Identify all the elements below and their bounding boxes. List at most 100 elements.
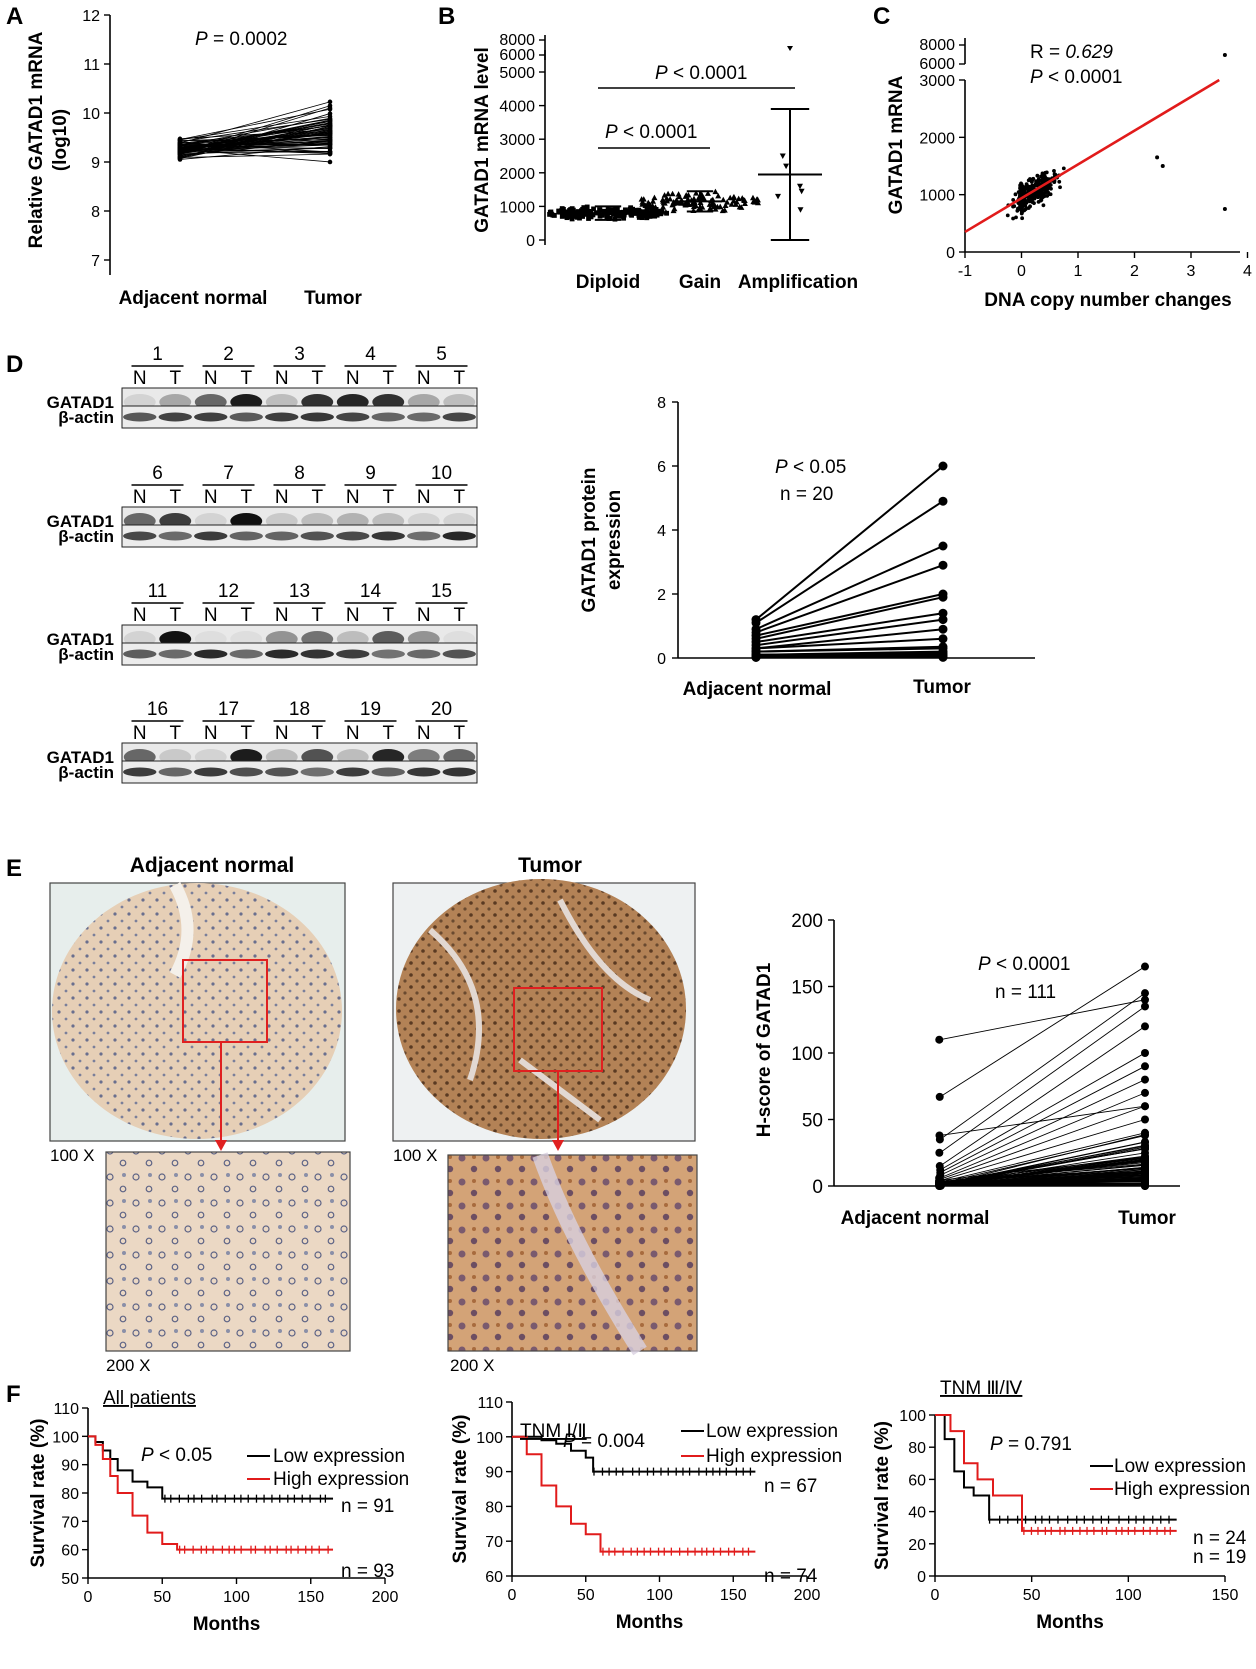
tick-label: 0	[917, 1569, 926, 1586]
tumor-point	[327, 117, 333, 123]
gain-point	[710, 201, 717, 208]
paired-line	[939, 1182, 1146, 1185]
normal-tissue-100x-image	[49, 882, 346, 1142]
plot-pvalue: P = 0.791	[990, 1434, 1072, 1455]
paired-line	[755, 564, 944, 634]
amplification-point	[797, 207, 804, 213]
gain-point	[693, 190, 700, 196]
lane-label-n: N	[417, 723, 431, 744]
gain-point	[673, 197, 680, 203]
paired-line	[179, 153, 331, 158]
gain-point	[686, 201, 693, 207]
lane-label-n: N	[204, 487, 218, 508]
sample-number: 15	[431, 581, 452, 602]
survival-xlabel: Months	[193, 1614, 261, 1635]
tumor-point	[327, 123, 333, 129]
diploid-point	[584, 209, 590, 214]
tick-label: 0	[946, 245, 955, 262]
sample-number: 9	[365, 463, 376, 484]
sample-number: 2	[223, 344, 234, 365]
data-point	[1041, 203, 1046, 208]
sample-number: 20	[431, 699, 452, 720]
sample-number: 12	[218, 581, 239, 602]
data-point	[1052, 172, 1057, 177]
legend-low-label: Low expression	[706, 1421, 838, 1442]
sample-number: 11	[148, 581, 168, 602]
band	[265, 412, 299, 422]
tick-label: 200	[794, 1587, 821, 1604]
data-point	[1222, 53, 1227, 57]
panel-b-group-gain: Gain	[679, 272, 721, 293]
data-point	[1028, 204, 1032, 209]
sample-number: 13	[289, 581, 310, 602]
diploid-point	[559, 207, 565, 213]
tick-label: 4	[657, 523, 666, 540]
diploid-point	[636, 212, 642, 218]
data-point	[1012, 204, 1017, 209]
tick-label: 100	[1115, 1587, 1142, 1604]
panel-a-chart: 7 8 9 10 11 12 Relative GATAD1 mRNA (log10) P…	[26, 8, 362, 309]
gain-point	[650, 198, 657, 204]
normal-point	[936, 1179, 945, 1188]
tumor-point	[938, 652, 948, 662]
survival-all-patients: 50 60 70 80 90 100 110 0 50 100 150 200 Survival rat…	[28, 1388, 409, 1635]
data-point	[1011, 216, 1015, 221]
lane-label-n: N	[275, 487, 289, 508]
tick-label: 0	[812, 1177, 823, 1198]
gain-point	[750, 198, 757, 205]
regression-line	[964, 78, 1220, 234]
gain-point	[663, 195, 670, 201]
tumor-point	[1141, 1022, 1149, 1031]
diploid-point	[640, 213, 646, 219]
diploid-point	[610, 207, 615, 213]
lane-label-t: T	[453, 723, 465, 744]
panel-a-group-tumor: Tumor	[304, 288, 362, 309]
diploid-point	[649, 207, 655, 213]
band	[123, 767, 157, 777]
panel-d-ylabel-line1: GATAD1 protein	[579, 468, 600, 613]
gain-point	[675, 191, 682, 197]
paired-line	[179, 149, 331, 152]
data-point	[1160, 164, 1165, 168]
tick-label: 20	[908, 1537, 926, 1554]
diploid-point	[590, 212, 596, 218]
gain-point	[704, 190, 711, 196]
tick-label: 50	[1023, 1587, 1041, 1604]
data-point	[1038, 188, 1043, 193]
lane-label-t: T	[311, 605, 323, 626]
gain-point	[741, 200, 748, 206]
tick-label: 8000	[499, 32, 535, 49]
blot-label-actin: β-actin	[58, 527, 114, 546]
diploid-point	[581, 210, 587, 215]
zoom-region-box	[182, 959, 268, 1043]
panel-a-ylabel-line1: Relative GATAD1 mRNA	[26, 31, 47, 248]
lane-label-n: N	[133, 605, 147, 626]
legend-high-label: High expression	[1114, 1479, 1250, 1500]
gain-point	[712, 188, 719, 195]
panel-e-ylabel: H-score of GATAD1	[754, 962, 775, 1137]
tick-label: 50	[577, 1587, 595, 1604]
normal-point	[177, 155, 183, 160]
panel-a-ylabel-line2: (log10)	[50, 109, 71, 171]
data-point	[1032, 201, 1036, 206]
paired-line	[179, 105, 331, 153]
data-point	[1026, 178, 1031, 183]
tick-label: 8000	[919, 37, 955, 54]
n-high: n = 19	[1193, 1547, 1246, 1568]
survival-ylabel: Survival rate (%)	[28, 1419, 49, 1568]
data-point	[1036, 195, 1040, 200]
normal-tissue-title: Adjacent normal	[130, 854, 295, 877]
band	[300, 649, 334, 659]
gain-point	[645, 202, 652, 209]
arrow-down-icon	[552, 1140, 564, 1151]
lane-label-n: N	[417, 605, 431, 626]
band	[194, 531, 228, 541]
data-point	[1005, 213, 1010, 218]
gain-point	[661, 192, 668, 198]
diploid-point	[652, 213, 658, 219]
mag-100x-normal: 100 X	[50, 1146, 94, 1165]
paired-line	[939, 1119, 1146, 1182]
band	[194, 412, 228, 422]
paired-line	[755, 647, 944, 653]
